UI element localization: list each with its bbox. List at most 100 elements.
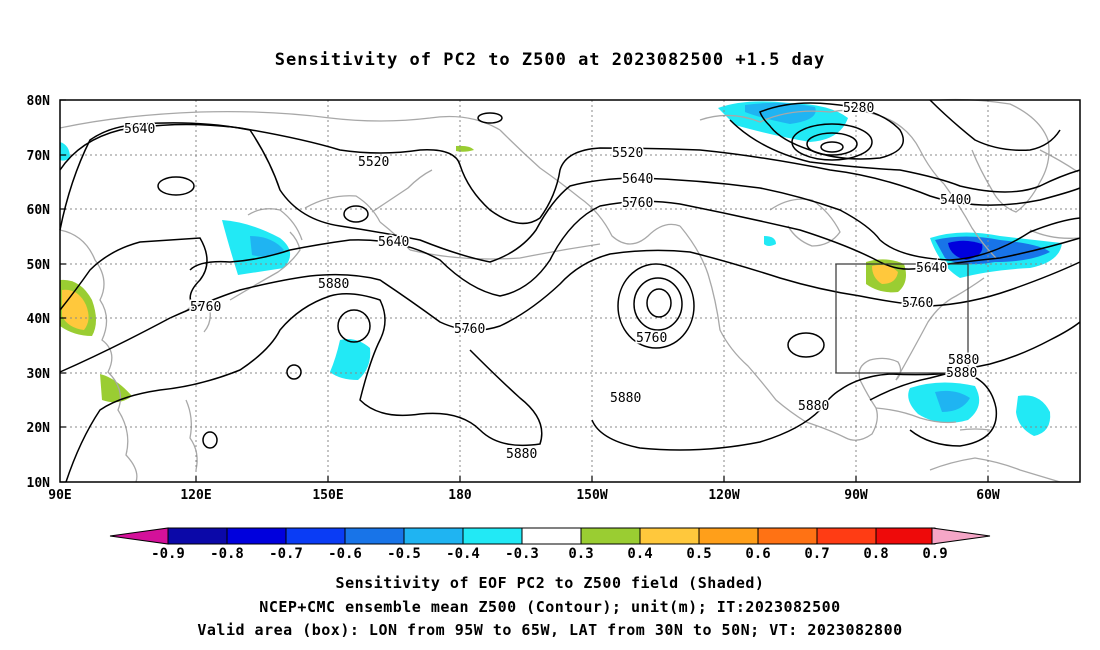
map-title: Sensitivity of PC2 to Z500 at 2023082500… [274,50,826,70]
contour-label: 5760 [622,196,653,211]
neg-shade-natl-core [948,240,983,260]
coast-sakhalin-okhotsk [247,195,381,241]
colorbar-swatches [167,527,936,545]
colorbar-swatch [639,527,700,545]
colorbar-high-extension [931,527,991,545]
contour-5760-main [59,249,1081,373]
colorbar-label: 0.6 [745,546,770,562]
neg-shade-bermuda-core [935,390,970,412]
colorbar-label: 0.3 [568,546,593,562]
contour-small-mex [787,332,825,358]
colorbar-swatch [816,527,877,545]
contour-label: 5760 [636,331,667,346]
colorbar-label: 0.5 [686,546,711,562]
contour-label: 5880 [948,353,979,368]
lon-label: 120E [180,488,211,503]
contour-5760-low [617,263,695,349]
lat-label: 70N [27,149,51,164]
coast-na-west [679,225,807,423]
contour-5640-west [59,122,1081,263]
lat-label: 10N [27,476,51,491]
lon-label: 150W [576,488,607,503]
coast-south-america-top [929,457,1061,483]
contour-label: 5880 [506,447,537,462]
colorbar-label: -0.9 [151,546,185,562]
lat-label: 20N [27,421,51,436]
coast-hudson [769,198,841,247]
contour-label-group: 5280 5640 5520 5520 5640 5760 5400 5640 … [123,100,981,464]
coast-aleutians [409,243,601,260]
coast-central-america [805,407,878,441]
contour-5760-low-core [646,288,672,318]
graticule [60,100,1080,482]
map-frame [59,99,1081,483]
contour-label: 5400 [940,193,971,208]
neg-shade-hudson [764,236,776,246]
lat-label-group: 80N 70N 60N 50N 40N 30N 20N 10N [27,94,51,491]
lon-label: 90E [48,488,71,503]
contour-small-bering [477,112,503,124]
neg-shade-caribbean-east [1016,395,1051,436]
valid-area-box [835,263,969,374]
contour-low-ring-1 [791,123,873,161]
contour-5280 [759,102,904,160]
coast-greenland [939,98,1050,213]
contour-low-ring-3 [820,141,844,153]
colorbar-label: -0.7 [269,546,303,562]
colorbar-label: -0.6 [328,546,362,562]
lat-label: 30N [27,367,51,382]
lon-label: 150E [312,488,343,503]
contour-5880-natl [869,321,1081,401]
lon-label: 180 [448,488,472,503]
contour-label: 5760 [190,300,221,315]
contour-5400 [729,119,1081,193]
contour-label: 5640 [124,122,155,137]
contour-5400b [929,99,1061,152]
colorbar-label: 0.7 [804,546,829,562]
caption-line-3: Valid area (box): LON from 95W to 65W, L… [197,621,903,639]
z500-contours [59,99,1081,483]
contour-label: 5880 [318,277,349,292]
contour-label: 5880 [610,391,641,406]
pos-shade-scs [100,374,132,403]
neg-shade-siberia-core [250,236,284,257]
contour-label: 5640 [622,172,653,187]
lat-label: 80N [27,94,51,109]
coast-asia-east [59,229,138,483]
contour-5760-low-inner [633,277,683,331]
axis-ticks [60,99,989,483]
colorbar-label: 0.9 [922,546,947,562]
colorbar-swatch [462,527,523,545]
coast-bering-alaska [499,129,681,245]
lon-label: 120W [708,488,739,503]
colorbar-swatch [757,527,818,545]
coast-labrador [943,183,997,259]
contour-low-ring-2 [806,132,858,156]
colorbar-low-extension [109,527,169,545]
colorbar-swatch [698,527,759,545]
colorbar-swatch [285,527,346,545]
caption-line-1: Sensitivity of EOF PC2 to Z500 field (Sh… [335,574,765,592]
colorbar-label: -0.8 [210,546,244,562]
lat-label: 60N [27,203,51,218]
contour-label: 5280 [843,101,874,116]
neg-shade-arctic-inner [745,102,816,124]
contour-small-npac2 [286,364,302,380]
neg-shade-npac [330,339,371,380]
contour-5880-pac [591,371,998,451]
contour-small-okhotsk [343,205,369,223]
contour-label: 5520 [612,146,643,161]
colorbar-swatch [344,527,405,545]
contour-label: 5760 [454,322,485,337]
coast-europe-west [1029,149,1079,239]
contour-small-phil [202,431,218,449]
caption-line-2: NCEP+CMC ensemble mean Z500 (Contour); u… [259,598,841,616]
contour-label: 5880 [798,399,829,414]
colorbar-label-group: -0.9 -0.8 -0.7 -0.6 -0.5 -0.4 -0.3 0.3 0… [151,546,948,562]
contour-small-npac [337,309,371,343]
coast-gulf-mexico [858,357,902,409]
colorbar-swatch [521,527,582,545]
pos-shade-greatlakes-core [872,264,898,284]
colorbar-label: 0.8 [863,546,888,562]
